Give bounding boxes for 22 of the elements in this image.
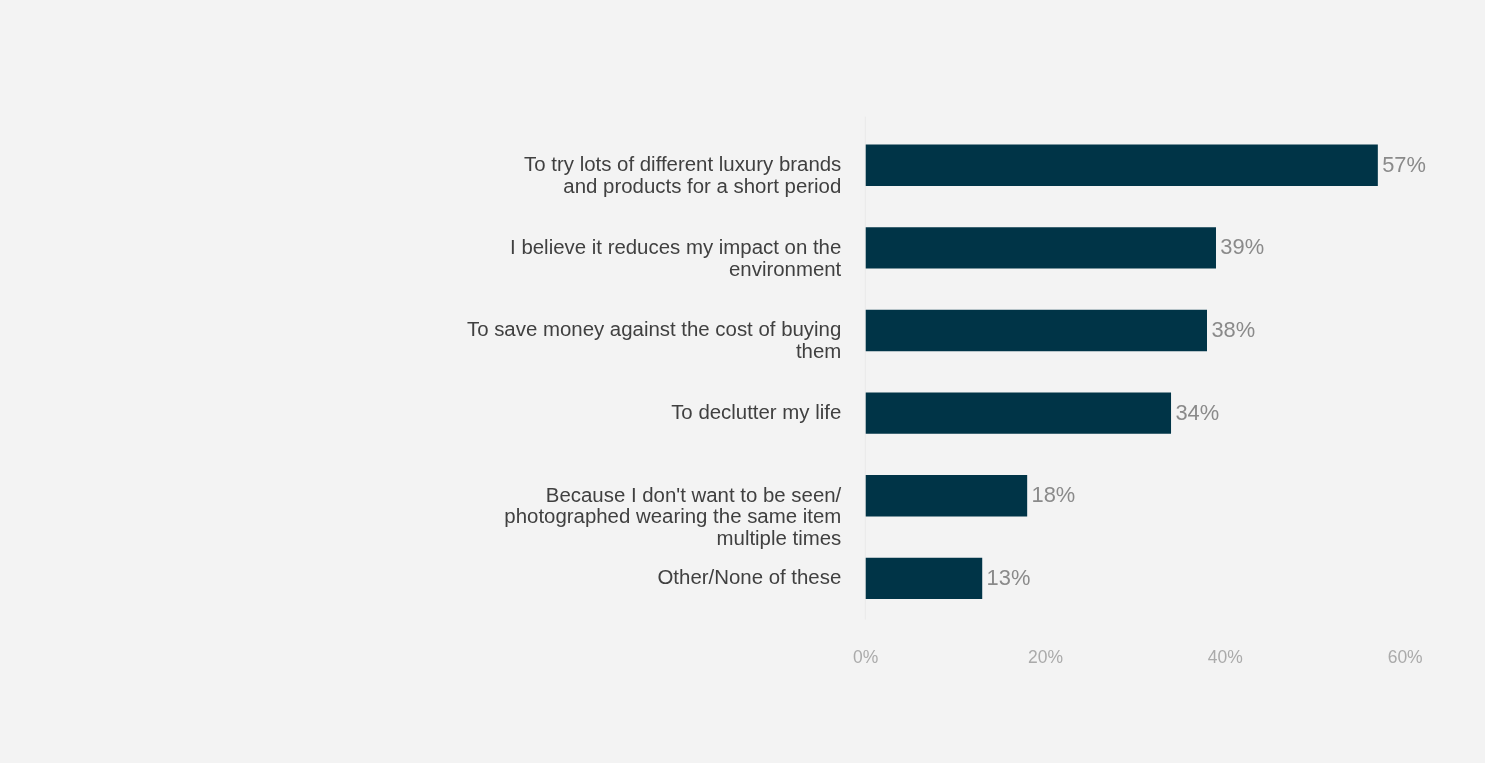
- data-label: 38%: [1211, 317, 1256, 343]
- bar: [865, 392, 1172, 434]
- data-label: 13%: [986, 564, 1031, 590]
- data-label: 18%: [1031, 482, 1076, 508]
- bar: [865, 144, 1378, 186]
- x-tick-label: 40%: [1207, 647, 1243, 668]
- data-label: 34%: [1175, 399, 1220, 425]
- x-tick-label: 0%: [853, 647, 879, 668]
- y-tick-label: To save money against the cost of buying them: [466, 318, 842, 363]
- bar: [865, 557, 983, 600]
- x-tick-label: 60%: [1387, 647, 1423, 668]
- y-tick-label: Other/None of these: [657, 566, 842, 589]
- data-label: 39%: [1220, 234, 1265, 260]
- data-label: 57%: [1382, 151, 1426, 177]
- y-tick-label: To try lots of different luxury brands and products for a short period: [524, 153, 842, 197]
- bar: [865, 475, 1028, 517]
- y-tick-label: Because I don't want to be seen/ photographed wearing the same item multiple times: [504, 483, 842, 550]
- bar: [865, 227, 1216, 269]
- y-tick-label: To declutter my life: [671, 400, 842, 423]
- y-tick-label: I believe it reduces my impact on the environment: [510, 235, 842, 280]
- x-tick-label: 20%: [1028, 647, 1064, 668]
- bar: [865, 309, 1207, 352]
